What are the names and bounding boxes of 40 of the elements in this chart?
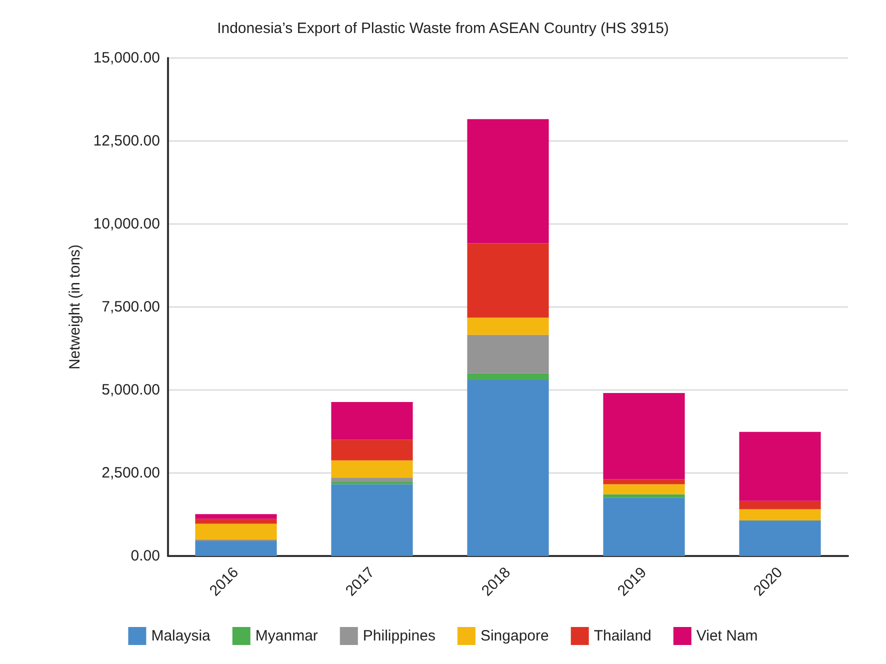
bar [195,541,277,556]
legend-label: Myanmar [255,628,318,644]
bar [331,440,413,460]
y-tick-label: 7,500.00 [102,298,160,316]
bar [467,373,549,380]
bar [467,318,549,335]
legend-label: Singapore [480,628,549,644]
chart-title: Indonesia’s Export of Plastic Waste from ASEAN Country (HS 3915) [217,20,669,37]
bar [467,334,549,374]
bar [603,498,685,556]
bar [195,524,277,540]
bar [739,520,821,556]
y-axis-title: Netweight (in tons) [66,244,84,370]
bar [603,484,685,494]
bar [603,392,685,480]
bar [603,494,685,498]
bar [467,380,549,556]
bar [195,514,277,519]
legend-label: Philippines [362,628,436,644]
y-tick-label: 5,000.00 [102,382,160,398]
bar [739,500,821,510]
legend-label: Viet Nam [696,628,758,644]
bar [467,119,549,244]
y-tick-label: 10,000.00 [93,216,160,232]
bar [467,243,549,318]
y-tick-label: 12,500.00 [93,132,160,150]
y-tick-label: 2,500.00 [102,464,160,482]
bar [331,460,413,478]
legend-label: Thailand [594,628,652,644]
bar [739,509,821,520]
bar [331,482,413,484]
bar [195,518,277,524]
y-tick-label: 15,000.00 [93,50,160,66]
y-tick-label: 0.00 [130,548,160,564]
bar [739,432,821,501]
bar [331,402,413,440]
bar [331,484,413,556]
bar [331,478,413,482]
bar [603,479,685,484]
legend-label: Malaysia [151,628,212,644]
